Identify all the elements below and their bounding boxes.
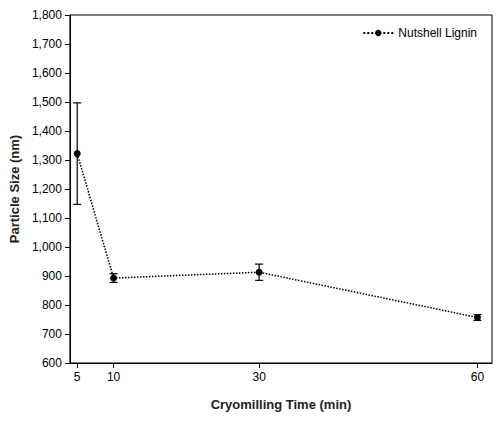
svg-text:Nutshell Lignin: Nutshell Lignin — [398, 26, 477, 40]
svg-text:5: 5 — [74, 370, 81, 384]
svg-text:Particle Size (nm): Particle Size (nm) — [7, 135, 22, 243]
svg-text:1,300: 1,300 — [32, 153, 62, 167]
svg-text:1,800: 1,800 — [32, 8, 62, 22]
svg-text:800: 800 — [42, 298, 62, 312]
svg-text:60: 60 — [471, 370, 485, 384]
svg-text:1,200: 1,200 — [32, 182, 62, 196]
svg-text:700: 700 — [42, 327, 62, 341]
svg-text:1,700: 1,700 — [32, 37, 62, 51]
svg-text:1,500: 1,500 — [32, 95, 62, 109]
svg-text:600: 600 — [42, 356, 62, 370]
svg-text:1,400: 1,400 — [32, 124, 62, 138]
svg-text:1,100: 1,100 — [32, 211, 62, 225]
svg-text:1,600: 1,600 — [32, 66, 62, 80]
svg-text:30: 30 — [252, 370, 266, 384]
svg-text:Cryomilling Time (min): Cryomilling Time (min) — [211, 397, 352, 412]
svg-text:10: 10 — [107, 370, 121, 384]
svg-text:900: 900 — [42, 269, 62, 283]
svg-text:1,000: 1,000 — [32, 240, 62, 254]
